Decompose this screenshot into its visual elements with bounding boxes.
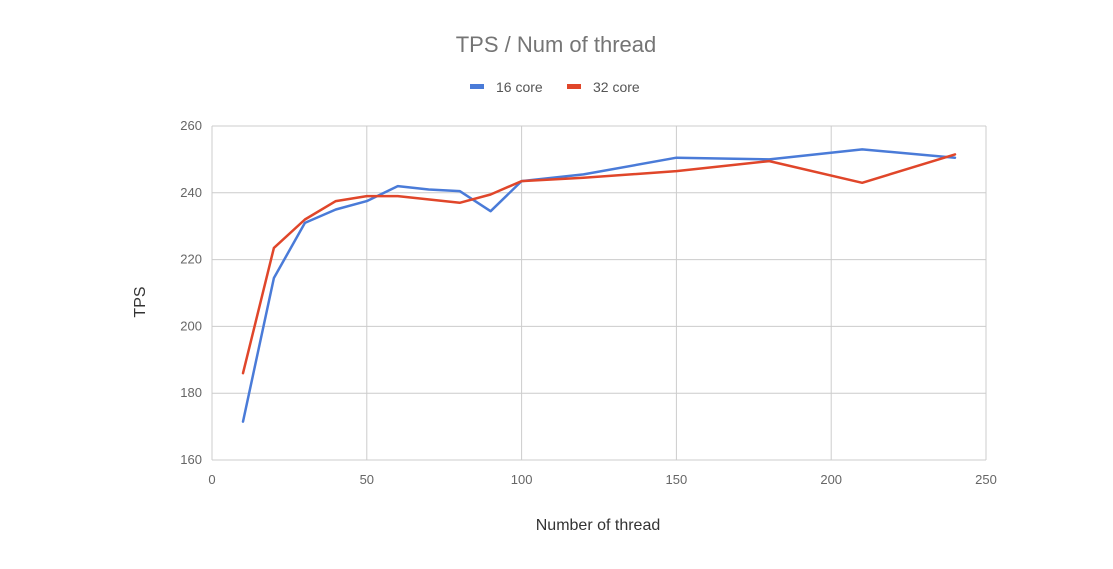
x-axis-label: Number of thread	[536, 517, 661, 534]
x-tick-label: 250	[975, 472, 997, 487]
series-line-16-core	[241, 148, 957, 423]
y-tick-label: 240	[180, 185, 202, 200]
y-axis-ticks: 160 180 200 220 240 260	[180, 118, 202, 467]
y-tick-label: 160	[180, 452, 202, 467]
x-tick-label: 50	[360, 472, 374, 487]
grid	[211, 125, 987, 461]
x-axis-ticks: 0 50 100 150 200 250	[208, 472, 996, 487]
x-tick-label: 100	[511, 472, 533, 487]
y-tick-label: 200	[180, 318, 202, 333]
series-group	[241, 148, 957, 423]
legend-label: 16 core	[496, 79, 543, 95]
y-axis-label: TPS	[132, 286, 149, 317]
legend-label: 32 core	[593, 79, 640, 95]
x-tick-label: 150	[666, 472, 688, 487]
legend-swatch	[567, 84, 581, 89]
legend: 16 core 32 core	[470, 79, 640, 95]
x-tick-label: 0	[208, 472, 215, 487]
y-tick-label: 220	[180, 252, 202, 267]
series-line-32-core	[241, 153, 957, 375]
x-tick-label: 200	[820, 472, 842, 487]
y-tick-label: 260	[180, 118, 202, 133]
chart-title: TPS / Num of thread	[456, 32, 657, 57]
legend-swatch	[470, 84, 484, 89]
y-tick-label: 180	[180, 385, 202, 400]
